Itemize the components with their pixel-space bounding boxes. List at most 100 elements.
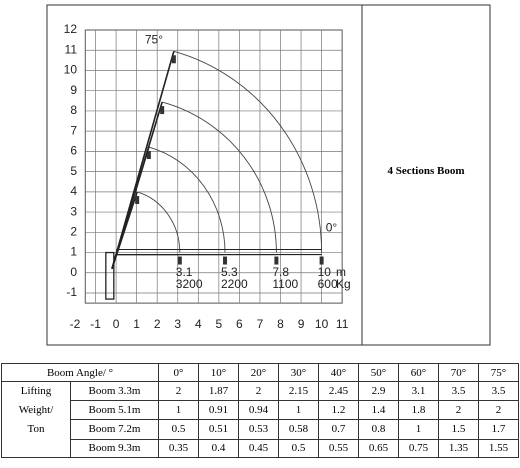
y-tick-label: 1 [70,245,77,259]
y-tick-label: 7 [70,123,77,137]
hook [223,256,228,265]
y-tick-label: 11 [65,42,78,56]
value-cell: 2 [438,400,479,421]
y-tick-label: 9 [70,83,77,97]
data-row: Boom 7.2m 0.5 0.51 0.53 0.58 0.7 0.8 1 1.5 1.7 [2,419,519,440]
header-cell: 75° [478,363,519,382]
row-label: Boom 9.3m [70,438,159,458]
x-tick-label: 10 [315,317,329,331]
y-tick-label: 8 [70,103,77,117]
load-arc [162,101,277,253]
panel-border [46,4,491,346]
y-tick-label: 2 [70,224,77,238]
header-cell: 30° [278,363,319,382]
header-row: Boom Angle/ ° 0° 10° 20° 30° 40° 50° 60° 70° 75° [1,363,519,382]
load-label: 3200 [176,277,203,291]
value-cell: 2 [158,380,199,402]
value-cell: 0.58 [278,419,319,440]
row-label: Boom 5.1m [70,400,159,421]
load-label: 600 [318,277,338,291]
y-tick-label: -1 [66,285,77,299]
value-cell: 0.53 [238,419,279,440]
header-cell: 0° [158,363,199,382]
hook [177,256,182,265]
value-cell: 1 [398,419,439,440]
load-label: 2200 [221,277,248,291]
boom-title: 4 Sections Boom [387,165,465,177]
value-cell: 0.8 [358,419,399,440]
value-cell: 0.5 [158,419,199,440]
header-cell: 20° [238,363,279,382]
x-tick-label: 9 [298,317,305,331]
value-cell: 1 [158,400,199,421]
reach-label: 10 [318,265,332,279]
x-tick-label: 3 [174,317,181,331]
y-tick-label: 0 [70,265,77,279]
header-cell: 70° [438,363,479,382]
y-tick-label: 4 [70,184,77,198]
y-tick-label: 6 [70,144,77,158]
value-cell: 0.55 [318,438,359,458]
crane-post [105,251,115,300]
row-label: Boom 7.2m [70,419,159,440]
value-cell: 2.45 [318,380,359,402]
group-label: Lifting Weight/ Ton [1,381,71,439]
value-cell: 2 [478,400,519,421]
y-tick-label: 3 [70,204,77,218]
hook [274,256,279,265]
x-tick-label: -1 [90,317,101,331]
y-tick-label: 10 [64,63,78,77]
header-cell: 50° [358,363,399,382]
header-cell: 40° [318,363,359,382]
header-cell: 10° [198,363,239,382]
reach-label: 5.3 [221,265,238,279]
value-cell: 0.51 [198,419,239,440]
value-cell: 2.15 [278,380,319,402]
hook [146,151,151,160]
value-cell: 1.87 [198,380,239,402]
row-label: Boom 3.3m [70,380,159,402]
x-tick-label: 5 [216,317,223,331]
value-cell: 3.5 [438,380,479,402]
load-table: Boom Angle/ ° 0° 10° 20° 30° 40° 50° 60° 70° 75° L… [1,363,519,458]
load-unit: Kg [336,277,351,291]
x-tick-label: 4 [195,317,202,331]
value-cell: 2.9 [358,380,399,402]
hook [319,256,324,265]
x-tick-label: 0 [113,317,120,331]
value-cell: 1 [278,400,319,421]
reach-unit: m [336,265,346,279]
value-cell: 0.4 [198,438,239,458]
empty-cell [1,439,71,458]
x-tick-label: 1 [133,317,140,331]
value-cell: 1.2 [318,400,359,421]
x-tick-label: -2 [70,317,81,331]
reach-label: 3.1 [176,265,193,279]
value-cell: 2 [238,380,279,402]
x-tick-label: 2 [154,317,161,331]
data-row: Lifting Weight/ Ton Boom 3.3m 2 1.87 2 2.15 2.… [1,380,519,439]
hook [171,55,176,64]
x-tick-label: 8 [277,317,284,331]
x-tick-label: 6 [236,317,243,331]
value-cell: 1.8 [398,400,439,421]
header-cell: 60° [398,363,439,382]
value-cell: 0.94 [238,400,279,421]
value-cell: 1.7 [478,419,519,440]
value-cell: 0.75 [398,438,439,458]
y-tick-label: 12 [64,22,78,36]
x-tick-label: 11 [336,317,349,331]
x-tick-label: 7 [257,317,264,331]
value-cell: 1.35 [438,438,479,458]
boom-diagram: -2 -1 0 1 2 3 4 5 6 7 8 9 10 11-1012345678910111275°0… [46,4,491,346]
hook [160,106,165,115]
value-cell: 0.91 [198,400,239,421]
hook [135,195,140,204]
reach-label: 7.8 [272,265,289,279]
value-cell: 0.45 [238,438,279,458]
value-cell: 0.35 [158,438,199,458]
load-arc [173,50,323,253]
load-label: 1100 [272,277,298,291]
value-cell: 0.65 [358,438,399,458]
